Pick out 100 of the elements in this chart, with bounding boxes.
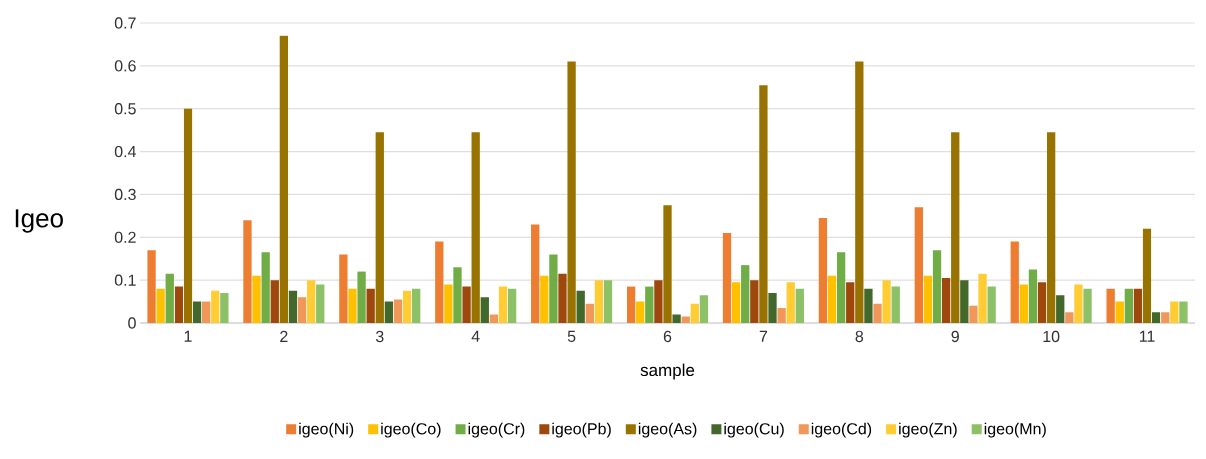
bar: [891, 286, 900, 323]
bar: [672, 314, 681, 323]
y-tick-label: 0: [128, 317, 136, 329]
x-tick-label: 4: [471, 330, 480, 342]
bar: [827, 275, 837, 323]
bar: [585, 303, 594, 323]
bar: [1074, 284, 1083, 323]
bar: [220, 293, 229, 323]
bar: [549, 254, 558, 323]
y-tick-label: 0.4: [114, 145, 136, 158]
bar: [489, 314, 499, 323]
bar: [1047, 132, 1056, 323]
x-tick-label: 11: [1139, 330, 1155, 342]
bar: [873, 303, 882, 323]
bar: [681, 316, 690, 323]
bar: [699, 295, 709, 323]
x-tick-label: 9: [951, 330, 959, 343]
x-tick-label: 6: [663, 330, 672, 343]
x-tick-label: 7: [759, 330, 768, 342]
bar: [174, 286, 184, 323]
bar: [1028, 269, 1038, 323]
bar: [941, 278, 951, 323]
bar: [1161, 312, 1170, 323]
x-tick-label: 2: [280, 330, 288, 342]
x-axis-title: sample: [640, 363, 695, 380]
bar: [165, 273, 174, 323]
bar: [1010, 241, 1019, 323]
bar: [316, 284, 325, 323]
bar: [786, 282, 795, 323]
bar: [663, 205, 672, 323]
bar: [147, 250, 156, 323]
bar: [932, 250, 942, 323]
bar: [156, 288, 165, 323]
bar: [1170, 301, 1179, 323]
bar: [750, 280, 759, 323]
bar: [882, 280, 891, 323]
bar: [654, 280, 663, 323]
bar: [384, 301, 394, 323]
bar: [836, 252, 846, 323]
bar: [540, 275, 549, 323]
bar: [366, 288, 375, 323]
bar: [759, 85, 768, 323]
bar: [211, 290, 220, 323]
bar: [741, 265, 750, 323]
bar: [722, 233, 732, 323]
bar: [375, 132, 384, 323]
bar: [846, 282, 855, 323]
bar: [576, 290, 585, 323]
legend-label: igeo(As): [638, 422, 697, 438]
bar: [731, 282, 741, 323]
bar: [453, 267, 462, 323]
bar: [951, 132, 960, 323]
bar: [462, 286, 471, 323]
bar: [603, 280, 613, 323]
bar: [795, 288, 804, 323]
bar: [1124, 288, 1134, 323]
bar: [261, 252, 270, 323]
legend-label: igeo(Cd): [811, 422, 872, 438]
bar: [339, 254, 348, 323]
bar: [435, 241, 444, 323]
bar: [498, 286, 508, 323]
bar: [987, 286, 996, 323]
bar: [183, 108, 193, 323]
bar: [348, 288, 357, 323]
y-tick-label: 0.3: [114, 188, 136, 201]
legend-label: igeo(Cu): [724, 422, 784, 438]
bar: [1179, 301, 1188, 323]
bar: [768, 293, 777, 323]
x-tick-label: 3: [375, 330, 384, 343]
bar: [243, 220, 252, 323]
bar: [567, 61, 576, 323]
bar: [252, 275, 261, 323]
bar: [444, 284, 453, 323]
bar: [594, 280, 604, 323]
bar: [645, 286, 654, 323]
legend-label: igeo(Ni): [299, 422, 354, 438]
bar: [1019, 284, 1028, 323]
x-tick-label: 8: [855, 330, 864, 343]
bar: [1115, 301, 1124, 323]
bar: [412, 288, 421, 323]
bar: [777, 308, 786, 323]
bar: [1083, 288, 1092, 323]
legend-label: igeo(Mn): [984, 422, 1046, 438]
bar: [297, 297, 307, 323]
bar: [288, 290, 298, 323]
bar: [636, 301, 645, 323]
bar: [480, 297, 489, 323]
legend-label: igeo(Co): [381, 422, 441, 438]
bar: [1142, 228, 1152, 323]
x-tick-label: 10: [1043, 330, 1060, 343]
y-axis-title: Igeo: [15, 209, 63, 233]
bar: [307, 280, 316, 323]
bar: [402, 290, 412, 323]
y-tick-label: 0.1: [114, 274, 136, 286]
bar: [978, 273, 987, 323]
bar: [1133, 288, 1143, 323]
bar: [393, 299, 403, 323]
bar: [202, 301, 211, 323]
bar: [626, 286, 636, 323]
x-tick-label: 1: [184, 330, 192, 342]
